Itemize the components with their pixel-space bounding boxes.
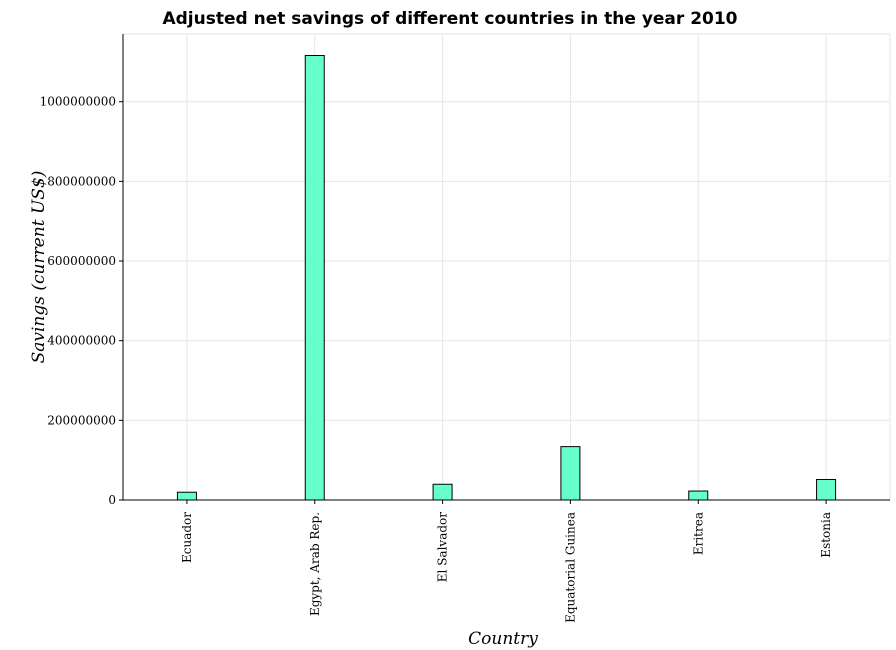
y-axis-title: Savings (current US$) [29, 171, 49, 364]
x-tick-label: Eritrea [691, 512, 705, 555]
x-tick-label: Ecuador [180, 512, 194, 563]
plot-frame [122, 33, 891, 501]
x-tick-label: Estonia [819, 512, 833, 558]
x-tick-label: Equatorial Guinea [563, 512, 577, 623]
x-tick-label: Egypt, Arab Rep. [308, 512, 322, 616]
y-tick-label: 1000000000 [40, 95, 116, 109]
bar-ecuador [176, 491, 197, 501]
y-ticks: 0 200000000 400000000 600000000 800000000 100… [40, 95, 123, 507]
bar-equatorial-guinea [560, 446, 581, 501]
y-tick-label: 600000000 [47, 254, 116, 268]
y-tick-label: 800000000 [47, 174, 116, 188]
bars [176, 55, 837, 501]
y-tick-label: 400000000 [47, 334, 116, 348]
bar-estonia [816, 478, 837, 501]
grid [122, 33, 891, 501]
bar-egypt-arab-rep [304, 55, 325, 501]
bar-eritrea [688, 490, 709, 501]
x-axis-title: Country [468, 629, 538, 649]
y-tick-label: 200000000 [47, 413, 116, 427]
bar-el-salvador [432, 483, 453, 501]
y-tick-label: 0 [108, 493, 116, 507]
chart-title: Adjusted net savings of different countr… [162, 9, 737, 29]
axes [122, 34, 890, 501]
x-tick-label: El Salvador [436, 512, 450, 582]
x-ticks: Ecuador Egypt, Arab Rep. El Salvador Equato… [180, 500, 833, 623]
